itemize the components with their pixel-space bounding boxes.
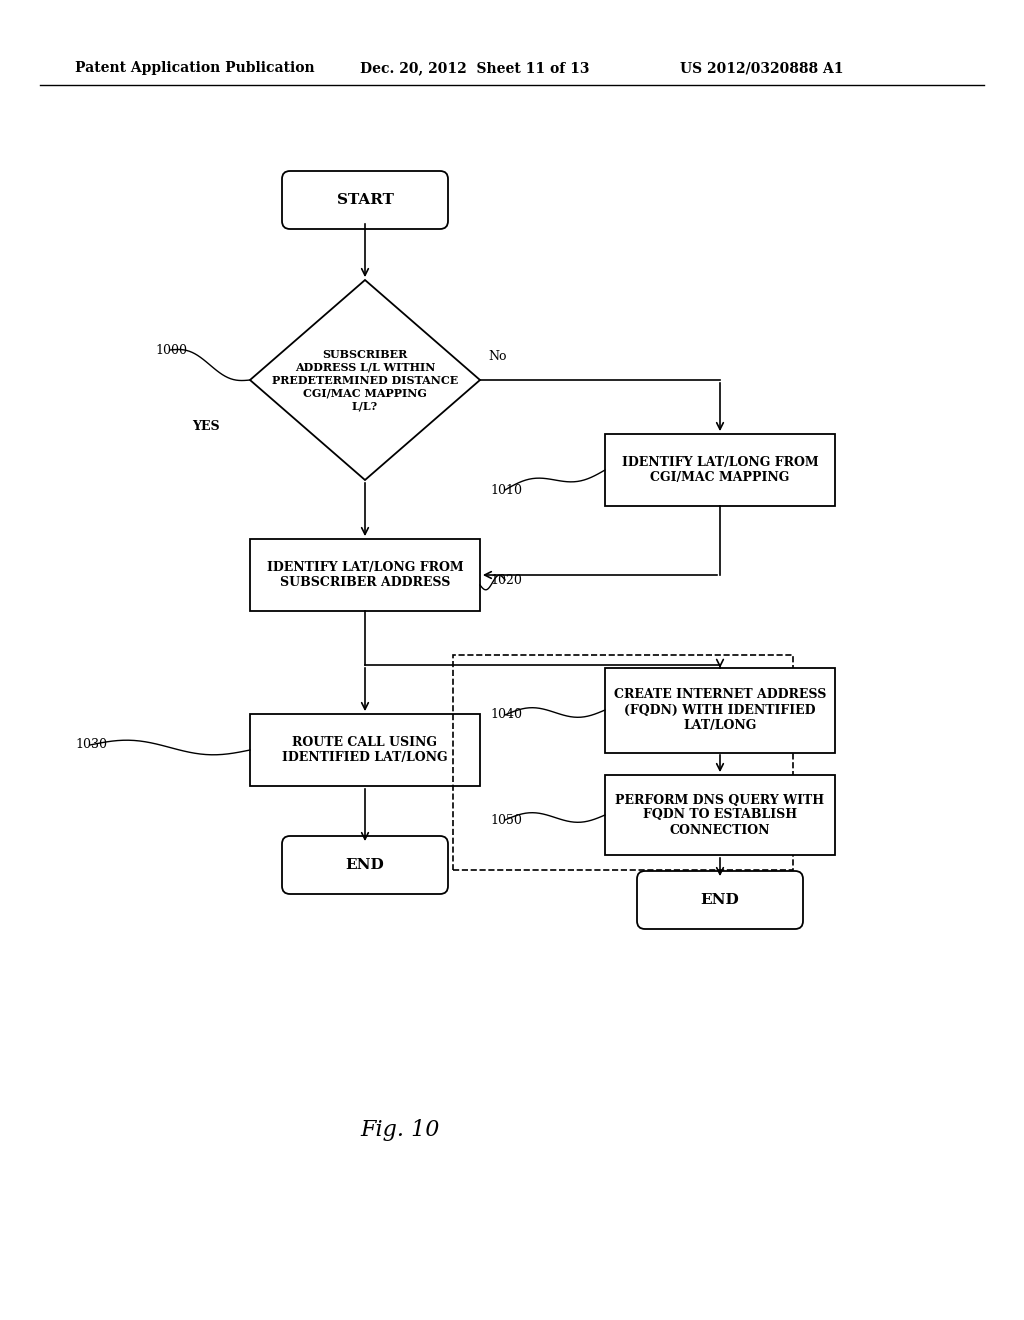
Bar xyxy=(250,714,480,785)
Text: 1030: 1030 xyxy=(75,738,106,751)
Text: 1050: 1050 xyxy=(490,813,522,826)
Text: ROUTE CALL USING
IDENTIFIED LAT/LONG: ROUTE CALL USING IDENTIFIED LAT/LONG xyxy=(283,737,447,764)
Text: START: START xyxy=(337,193,393,207)
Text: CREATE INTERNET ADDRESS
(FQDN) WITH IDENTIFIED
LAT/LONG: CREATE INTERNET ADDRESS (FQDN) WITH IDEN… xyxy=(613,689,826,731)
Bar xyxy=(605,434,835,506)
FancyBboxPatch shape xyxy=(282,836,449,894)
Text: Dec. 20, 2012  Sheet 11 of 13: Dec. 20, 2012 Sheet 11 of 13 xyxy=(360,61,590,75)
FancyBboxPatch shape xyxy=(282,172,449,228)
Bar xyxy=(250,539,480,611)
Text: No: No xyxy=(488,350,507,363)
Text: END: END xyxy=(346,858,384,873)
Text: US 2012/0320888 A1: US 2012/0320888 A1 xyxy=(680,61,844,75)
Text: Fig. 10: Fig. 10 xyxy=(360,1119,439,1140)
Text: SUBSCRIBER
ADDRESS L/L WITHIN
PREDETERMINED DISTANCE
CGI/MAC MAPPING
L/L?: SUBSCRIBER ADDRESS L/L WITHIN PREDETERMI… xyxy=(272,348,458,411)
Text: 1000: 1000 xyxy=(155,343,187,356)
Text: 1040: 1040 xyxy=(490,709,522,722)
Text: IDENTIFY LAT/LONG FROM
CGI/MAC MAPPING: IDENTIFY LAT/LONG FROM CGI/MAC MAPPING xyxy=(622,455,818,484)
Bar xyxy=(453,655,793,870)
FancyBboxPatch shape xyxy=(637,871,803,929)
Text: IDENTIFY LAT/LONG FROM
SUBSCRIBER ADDRESS: IDENTIFY LAT/LONG FROM SUBSCRIBER ADDRES… xyxy=(266,561,463,589)
Text: 1010: 1010 xyxy=(490,483,522,496)
Bar xyxy=(605,668,835,752)
Text: Patent Application Publication: Patent Application Publication xyxy=(75,61,314,75)
Polygon shape xyxy=(250,280,480,480)
Text: 1020: 1020 xyxy=(490,573,522,586)
Bar xyxy=(605,775,835,855)
Text: END: END xyxy=(700,894,739,907)
Text: YES: YES xyxy=(193,420,220,433)
Text: PERFORM DNS QUERY WITH
FQDN TO ESTABLISH
CONNECTION: PERFORM DNS QUERY WITH FQDN TO ESTABLISH… xyxy=(615,793,824,837)
